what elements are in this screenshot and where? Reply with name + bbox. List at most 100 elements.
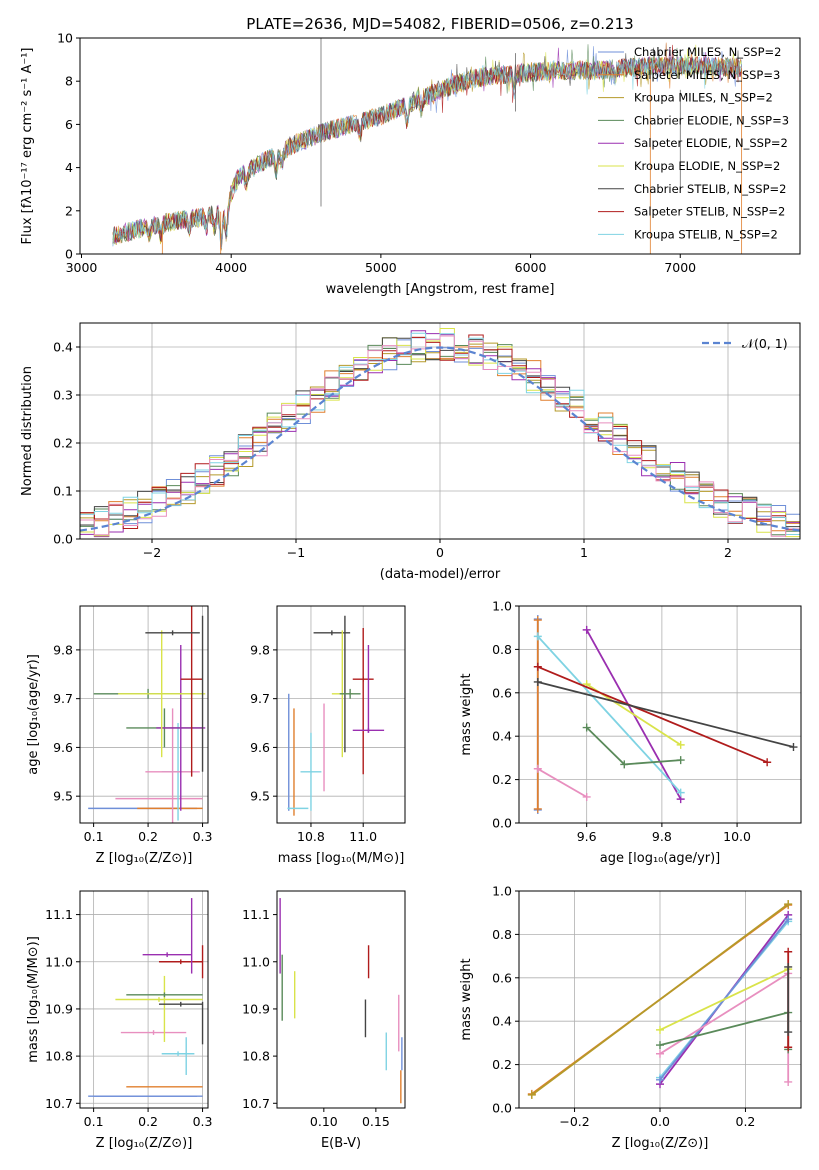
y-axis-label: age [log₁₀(age/yr)] <box>26 654 41 775</box>
x-tick-label: 9.8 <box>652 829 672 844</box>
panel-weight_vs_Z: −0.2 0.0 0.2 0.0 0.2 0.4 0.6 0.8 1.0 Z [log₁₀(Z/Z… <box>459 884 802 1151</box>
weight-series <box>533 764 591 801</box>
errorbar-point <box>120 1030 187 1035</box>
weight-marker <box>784 915 793 924</box>
x-tick-label: 1 <box>580 545 588 560</box>
weight-marker <box>533 677 542 686</box>
weight-marker <box>784 947 793 956</box>
x-tick-label: 0.3 <box>193 829 213 844</box>
y-tick-label: 0.3 <box>53 388 73 403</box>
weight-marker <box>784 962 793 971</box>
weight-marker <box>533 616 542 625</box>
panel-residuals: −2 −1 0 1 2 0.0 0.1 0.2 0.3 0.4 (data-model)/error… <box>20 322 801 582</box>
panel-mass_vs_Z: 0.1 0.2 0.3 10.7 10.8 10.9 11.0 11.1 Z [log₁₀(Z/… <box>26 890 213 1151</box>
weight-marker <box>582 723 591 732</box>
y-tick-label: 9.6 <box>250 740 270 755</box>
y-axis-label: mass weight <box>459 958 474 1040</box>
y-tick-label: 8 <box>65 74 73 89</box>
x-tick-label: 10.8 <box>297 829 325 844</box>
weight-series <box>784 962 793 1037</box>
plot-area <box>88 606 206 823</box>
weight-line <box>537 635 682 794</box>
legend-label: Salpeter ELODIE, N_SSP=2 <box>634 136 788 150</box>
errorbar-point <box>126 992 203 998</box>
y-tick-label: 1.0 <box>492 599 512 614</box>
errorbar-point <box>313 630 351 636</box>
weight-line <box>531 903 789 1096</box>
weight-series <box>527 900 793 1099</box>
y-tick-label: 0.2 <box>53 436 73 451</box>
x-tick-label: −0.2 <box>559 1114 589 1129</box>
weight-marker <box>656 1041 664 1050</box>
histogram-step <box>80 334 800 531</box>
legend-label: Salpeter MILES, N_SSP=3 <box>634 68 780 82</box>
y-tick-label: 9.7 <box>53 691 73 706</box>
legend-label: 𝒩(0, 1) <box>742 336 788 351</box>
weight-marker <box>533 632 542 641</box>
plot-area <box>279 898 403 1104</box>
y-tick-label: 10.7 <box>242 1096 270 1111</box>
x-tick-label: 9.6 <box>577 829 597 844</box>
weight-marker <box>620 760 629 769</box>
x-tick-label: 0 <box>436 545 444 560</box>
weight-marker <box>656 1049 664 1058</box>
legend-label: Kroupa STELIB, N_SSP=2 <box>634 227 778 241</box>
errorbar-point <box>339 688 361 699</box>
x-axis-label: (data-model)/error <box>380 567 501 582</box>
x-tick-label: 0.1 <box>84 829 104 844</box>
y-tick-label: 6 <box>65 117 73 132</box>
plot-area <box>533 615 798 814</box>
x-tick-label: 0.3 <box>193 1114 213 1129</box>
y-tick-label: 0.8 <box>492 642 512 657</box>
legend: 𝒩(0, 1) <box>702 336 788 351</box>
errorbar-point <box>118 630 206 758</box>
plot-area <box>527 900 793 1099</box>
x-tick-label: 6000 <box>515 260 547 275</box>
x-tick-label: 0.2 <box>138 1114 158 1129</box>
weight-line <box>659 971 790 1082</box>
weight-series <box>533 616 542 813</box>
y-tick-label: 9.8 <box>53 642 73 657</box>
x-tick-label: 0.2 <box>138 829 158 844</box>
y-tick-label: 10.9 <box>242 1001 270 1016</box>
figure-title: PLATE=2636, MJD=54082, FIBERID=0506, z=0… <box>246 15 633 33</box>
errorbar-point <box>180 606 203 777</box>
y-tick-label: 2 <box>65 203 73 218</box>
weight-marker <box>784 1043 793 1052</box>
weight-series <box>533 632 685 797</box>
y-tick-label: 0.6 <box>492 685 512 700</box>
x-tick-label: 2 <box>724 545 732 560</box>
y-tick-label: 9.5 <box>53 789 73 804</box>
errorbar-point <box>156 645 206 811</box>
y-tick-label: 0 <box>65 247 73 262</box>
normal-curve <box>80 346 800 532</box>
x-tick-label: 0.2 <box>736 1114 756 1129</box>
weight-line <box>659 968 789 1031</box>
x-tick-label: 7000 <box>664 260 696 275</box>
axes-frame <box>276 605 406 824</box>
axes-frame <box>276 890 406 1109</box>
weight-series <box>533 662 772 767</box>
x-tick-label: −2 <box>143 545 161 560</box>
weight-marker <box>676 788 685 797</box>
y-tick-label: 0.1 <box>53 484 73 499</box>
plot-area <box>287 615 385 816</box>
y-tick-label: 0.0 <box>492 1101 512 1116</box>
weight-marker <box>533 764 542 773</box>
x-axis-label: Z [log₁₀(Z/Z⊙)] <box>96 1136 193 1151</box>
errorbar-point <box>145 630 200 636</box>
y-tick-label: 0.2 <box>492 772 512 787</box>
x-tick-label: −1 <box>287 545 305 560</box>
x-tick-label: 0.0 <box>650 1114 670 1129</box>
x-axis-label: wavelength [Angstrom, rest frame] <box>326 282 555 297</box>
weight-marker <box>533 804 542 813</box>
histogram-step <box>80 335 800 537</box>
y-axis-label: Flux [fλ10⁻¹⁷ erg cm⁻² s⁻¹ A⁻¹] <box>20 48 35 245</box>
errorbar-point <box>158 1001 203 1007</box>
x-tick-label: 3000 <box>66 260 98 275</box>
legend-label: Salpeter STELIB, N_SSP=2 <box>634 205 785 219</box>
legend-label: Chabrier STELIB, N_SSP=2 <box>634 182 786 196</box>
y-tick-label: 11.0 <box>45 954 73 969</box>
